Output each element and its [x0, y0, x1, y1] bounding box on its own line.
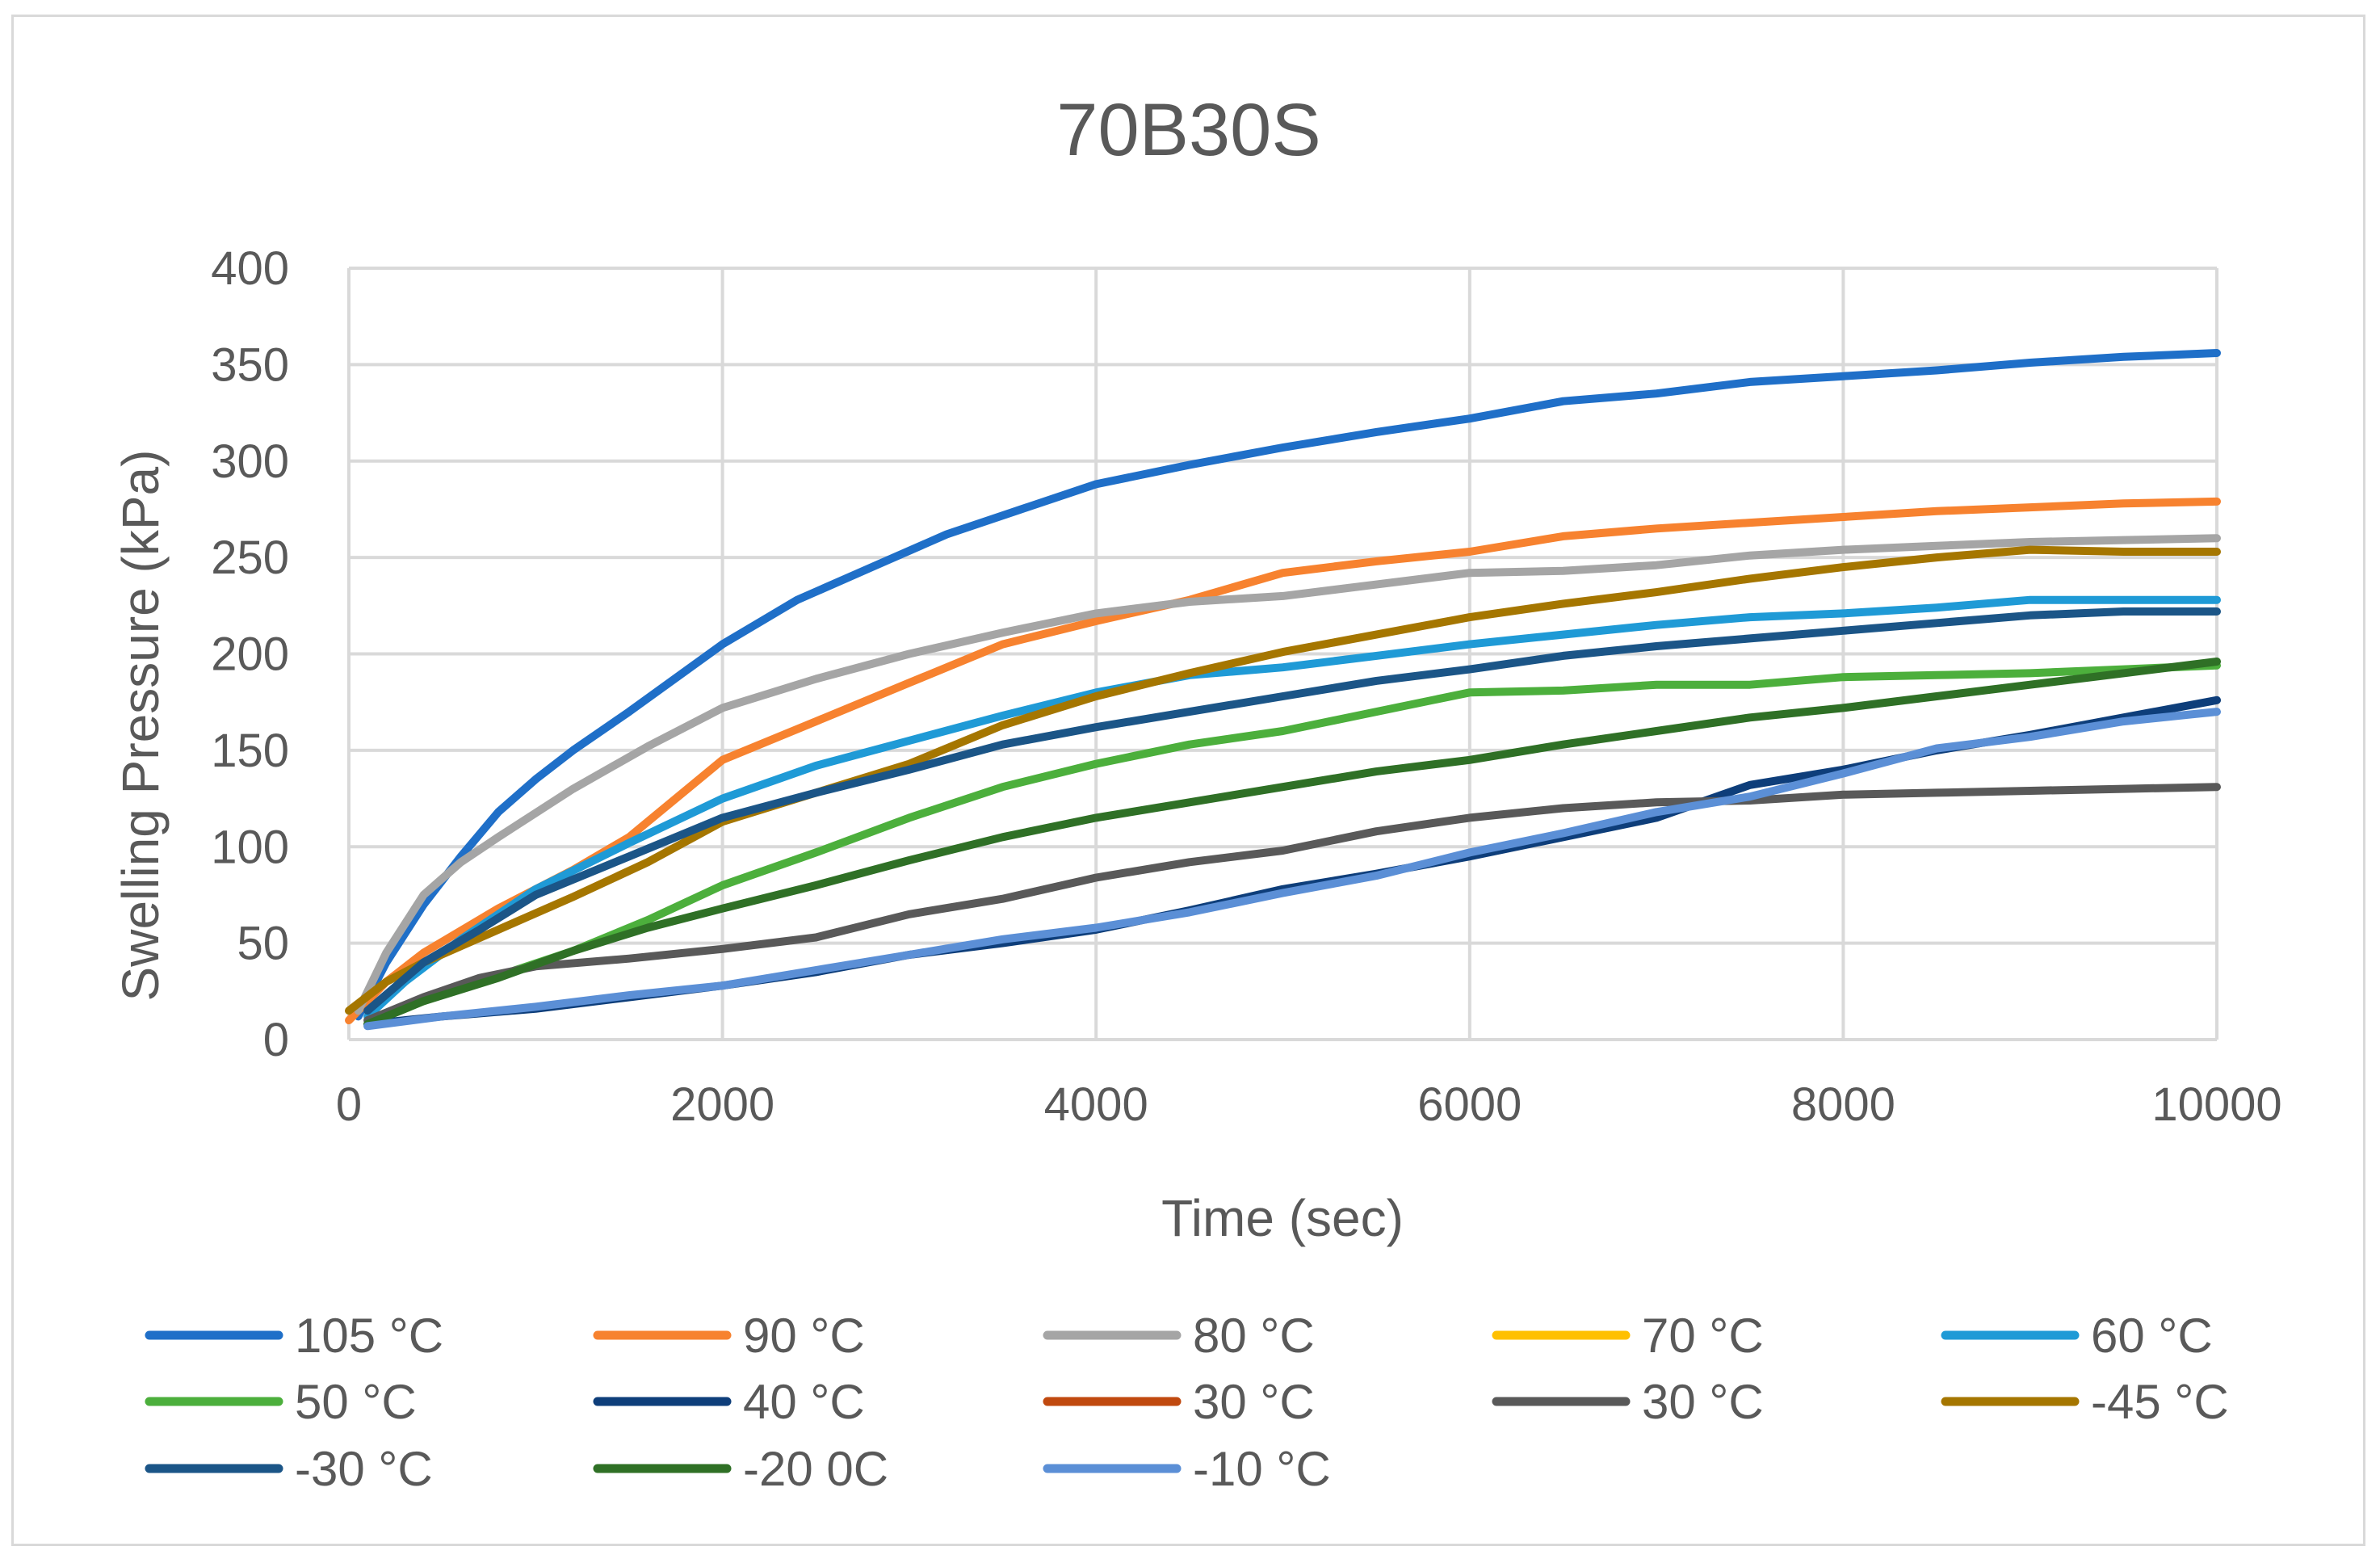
chart-title: 70B30S	[1056, 89, 1320, 171]
legend-label: 30 °C	[1642, 1375, 1764, 1429]
x-tick-label: 8000	[1791, 1078, 1895, 1131]
series-line-105c	[354, 349, 2221, 1021]
series-line--10c	[363, 708, 2221, 1031]
legend-item: 50 °C	[145, 1375, 417, 1429]
legend-item: 40 °C	[593, 1375, 865, 1429]
legend-item: -45 °C	[1941, 1375, 2229, 1429]
legend-label: -10 °C	[1193, 1442, 1331, 1496]
series-line--45c	[345, 545, 2221, 1015]
legend-item: -30 °C	[145, 1442, 433, 1496]
y-tick-label: 200	[211, 628, 289, 681]
legend-label: 40 °C	[743, 1375, 865, 1429]
series-line-80c	[354, 534, 2221, 1015]
y-tick-label: 400	[211, 242, 289, 295]
legend-label: 90 °C	[743, 1309, 865, 1363]
series-line-30c	[363, 783, 2221, 1025]
legend-label: 60 °C	[2091, 1309, 2213, 1363]
legend-item: 105 °C	[145, 1309, 443, 1363]
legend-item: 30 °C	[1492, 1375, 1764, 1429]
y-tick-label: 100	[211, 821, 289, 873]
y-tick-label: 0	[263, 1014, 289, 1066]
legend-item: 80 °C	[1043, 1309, 1315, 1363]
legend-item: -10 °C	[1043, 1442, 1331, 1496]
x-axis-label: Time (sec)	[1161, 1189, 1404, 1247]
x-tick-label: 4000	[1044, 1078, 1148, 1131]
y-tick-label: 300	[211, 435, 289, 488]
legend-item: 30 °C	[1043, 1375, 1315, 1429]
legend-label: 30 °C	[1193, 1375, 1315, 1429]
legend-label: 105 °C	[295, 1309, 443, 1363]
legend-label: -45 °C	[2091, 1375, 2229, 1429]
x-tick-label: 2000	[670, 1078, 774, 1131]
legend-label: 70 °C	[1642, 1309, 1764, 1363]
y-tick-label: 350	[211, 338, 289, 391]
series-line-60c	[363, 595, 2221, 1021]
legend-item: -20 0C	[593, 1442, 888, 1496]
y-tick-label: 50	[237, 918, 289, 970]
legend-label: 50 °C	[295, 1375, 417, 1429]
legend-item: 90 °C	[593, 1309, 865, 1363]
series-line--200c	[363, 658, 2221, 1028]
x-tick-label: 6000	[1417, 1078, 1522, 1131]
series-lines	[345, 349, 2221, 1031]
legend-label: -30 °C	[295, 1442, 433, 1496]
legend: 105 °C 90 °C 80 °C 70 °C 60 °C 50 °C 40 °C 30 °…	[145, 1309, 2229, 1496]
y-axis-label: Swelling Pressure (kPa)	[111, 450, 170, 1002]
legend-label: 80 °C	[1193, 1309, 1315, 1363]
y-tick-label: 150	[211, 725, 289, 777]
legend-label: -20 0C	[743, 1442, 888, 1496]
x-tick-label: 10000	[2151, 1078, 2281, 1131]
x-tick-label: 0	[336, 1078, 362, 1131]
series-line--30c	[363, 607, 2221, 1015]
legend-item: 70 °C	[1492, 1309, 1764, 1363]
y-tick-label: 250	[211, 532, 289, 584]
legend-item: 60 °C	[1941, 1309, 2213, 1363]
